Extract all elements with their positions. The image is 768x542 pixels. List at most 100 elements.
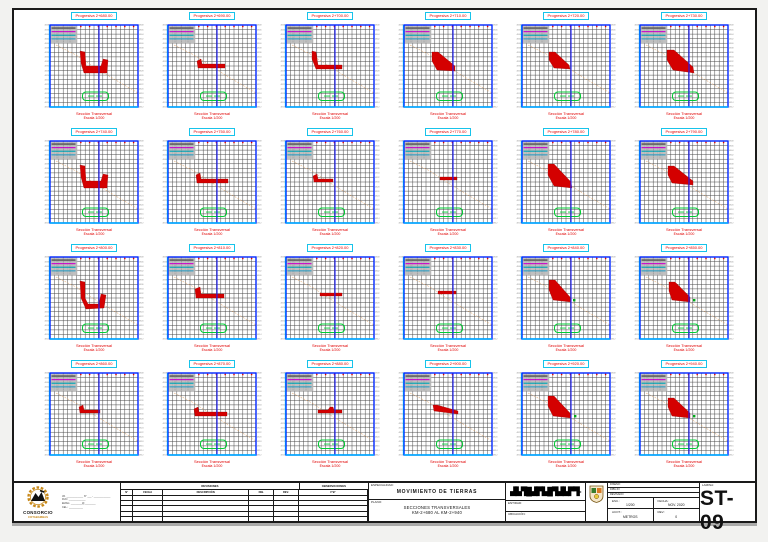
svg-text:4816: 4816	[517, 213, 522, 215]
svg-text:4814: 4814	[281, 218, 286, 220]
svg-text:4826: 4826	[517, 306, 522, 308]
svg-text:4830: 4830	[611, 65, 616, 67]
caption-line2: Escala 1/200	[555, 348, 577, 353]
caption-line2: Escala 1/200	[555, 464, 577, 469]
svg-text:4818: 4818	[399, 209, 404, 211]
svg-text:4818: 4818	[45, 325, 50, 327]
svg-text:4822: 4822	[611, 200, 616, 202]
svg-text:4830: 4830	[45, 65, 50, 67]
svg-text:4814: 4814	[257, 334, 262, 336]
revision-col-header: DESCRIPCIÓN	[163, 490, 250, 495]
svg-text:4840: 4840	[281, 43, 286, 45]
svg-text:4840: 4840	[635, 275, 640, 277]
svg-text:4820: 4820	[139, 436, 144, 438]
svg-text:4832: 4832	[399, 293, 404, 295]
svg-text:4824: 4824	[729, 311, 734, 313]
svg-text:4836: 4836	[729, 168, 734, 170]
svg-text:4840: 4840	[399, 159, 404, 161]
svg-text:4828: 4828	[611, 302, 616, 304]
station-title: Progresiva 2+720.00	[543, 12, 589, 20]
svg-text:4848: 4848	[257, 256, 262, 258]
svg-text:4830: 4830	[45, 297, 50, 299]
svg-text:4820: 4820	[163, 320, 168, 322]
svg-text:4844: 4844	[139, 381, 144, 383]
svg-text:4848: 4848	[375, 24, 380, 26]
svg-text:4844: 4844	[375, 33, 380, 35]
svg-text:4832: 4832	[163, 61, 168, 63]
cross-section-panel: Progresiva 2+690.00 4848 4848 4846 4846 4844…	[162, 12, 262, 128]
caption-line2: Escala 1/200	[555, 116, 577, 121]
svg-text:4842: 4842	[139, 154, 144, 156]
svg-text:4828: 4828	[257, 302, 262, 304]
svg-text:4846: 4846	[611, 377, 616, 379]
caption-line1: Sección Transversal	[547, 458, 584, 464]
svg-text:4826: 4826	[281, 190, 286, 192]
svg-text:4846: 4846	[281, 29, 286, 31]
svg-text:4842: 4842	[493, 154, 498, 156]
svg-text:4848: 4848	[139, 24, 144, 26]
svg-text:4836: 4836	[517, 168, 522, 170]
svg-text:4838: 4838	[517, 279, 522, 281]
svg-text:4822: 4822	[257, 316, 262, 318]
svg-text:4830: 4830	[375, 65, 380, 67]
svg-text:4832: 4832	[729, 293, 734, 295]
svg-text:4846: 4846	[399, 261, 404, 263]
svg-text:4814: 4814	[163, 218, 168, 220]
svg-text:4848: 4848	[517, 24, 522, 26]
svg-text:4836: 4836	[399, 284, 404, 286]
svg-text:4816: 4816	[375, 329, 380, 331]
svg-text:4848: 4848	[281, 140, 286, 142]
rev-label: REV.:	[657, 510, 666, 515]
svg-text:4812: 4812	[139, 222, 144, 224]
svg-text:4816: 4816	[375, 97, 380, 99]
caption-line2: Escala 1/200	[555, 232, 577, 237]
svg-text:4832: 4832	[517, 409, 522, 411]
svg-text:4838: 4838	[163, 47, 168, 49]
svg-text:4812: 4812	[281, 338, 286, 340]
svg-text:4848: 4848	[493, 24, 498, 26]
svg-text:4842: 4842	[375, 38, 380, 40]
svg-text:4812: 4812	[611, 338, 616, 340]
svg-text:4838: 4838	[375, 279, 380, 281]
station-title: Progresiva 2+840.00	[543, 244, 589, 252]
svg-text:4848: 4848	[257, 372, 262, 374]
cross-section-panel: Progresiva 2+720.00 4848 4848 4846 4846 4844…	[516, 12, 616, 128]
svg-text:4846: 4846	[635, 261, 640, 263]
cross-section-plot: 4848 4848 4846 4846 4844 4844 4842 4842 4840 4840…	[45, 255, 144, 340]
svg-text:4840: 4840	[729, 159, 734, 161]
svg-text:4820: 4820	[729, 204, 734, 206]
svg-text:4846: 4846	[375, 145, 380, 147]
client-field2-label: UBICACIÓN:	[508, 511, 526, 516]
svg-text:4838: 4838	[493, 395, 498, 397]
svg-text:4838: 4838	[281, 279, 286, 281]
svg-text:4816: 4816	[399, 213, 404, 215]
svg-text:4832: 4832	[517, 61, 522, 63]
svg-text:4824: 4824	[257, 195, 262, 197]
svg-text:4812: 4812	[635, 106, 640, 108]
svg-text:4812: 4812	[611, 106, 616, 108]
svg-text:4814: 4814	[139, 334, 144, 336]
svg-text:4812: 4812	[399, 106, 404, 108]
svg-text:4844: 4844	[139, 33, 144, 35]
station-title: Progresiva 2+760.00	[307, 128, 353, 136]
svg-text:4832: 4832	[635, 61, 640, 63]
station-title: Progresiva 2+770.00	[425, 128, 471, 136]
emblem-box	[586, 483, 608, 521]
svg-text:4834: 4834	[163, 404, 168, 406]
svg-text:4846: 4846	[139, 145, 144, 147]
svg-text:4826: 4826	[45, 190, 50, 192]
svg-text:4818: 4818	[635, 325, 640, 327]
svg-text:4832: 4832	[399, 409, 404, 411]
svg-text:4824: 4824	[281, 79, 286, 81]
caption-line1: Sección Transversal	[429, 110, 466, 116]
svg-text:4822: 4822	[163, 200, 168, 202]
svg-text:4848: 4848	[45, 140, 50, 142]
svg-text:4826: 4826	[45, 74, 50, 76]
svg-text:4838: 4838	[611, 47, 616, 49]
svg-text:4822: 4822	[45, 200, 50, 202]
caption-line1: Sección Transversal	[547, 110, 584, 116]
svg-text:4830: 4830	[281, 413, 286, 415]
svg-text:4846: 4846	[257, 145, 262, 147]
svg-text:4840: 4840	[45, 159, 50, 161]
svg-text:4844: 4844	[375, 149, 380, 151]
